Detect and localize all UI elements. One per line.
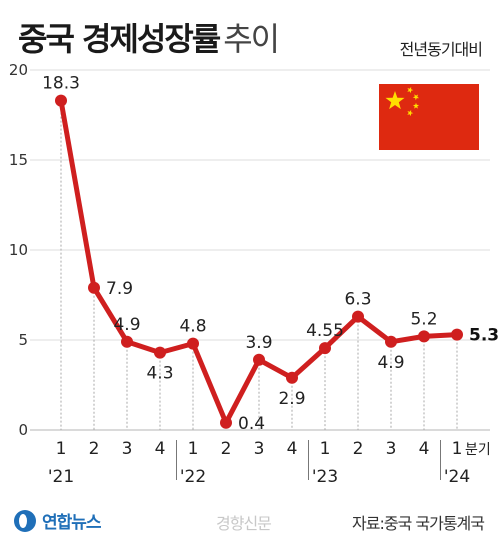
data-point	[385, 335, 397, 348]
data-label: 2.9	[278, 389, 305, 409]
data-label: 4.3	[146, 364, 173, 384]
x-tick-label: 3	[386, 439, 397, 459]
x-tick-label: 3	[122, 439, 133, 459]
y-tick-label: 15	[9, 151, 28, 169]
chart-title-sub: 추이	[223, 20, 280, 58]
data-label: 4.9	[377, 353, 404, 373]
x-tick-label: 2	[221, 439, 232, 459]
x-tick-label: 1	[320, 439, 331, 459]
data-point	[352, 310, 364, 323]
x-tick-label: 3	[254, 439, 265, 459]
year-label: '24	[444, 467, 470, 487]
y-tick-label: 10	[9, 241, 28, 259]
data-label: 5.3%	[469, 326, 500, 346]
chart-title-main: 중국 경제성장률	[18, 20, 221, 58]
footer: 연합뉴스 경향신문 자료:중국 국가통계국	[0, 500, 500, 546]
data-point	[187, 337, 199, 350]
watermark: 경향신문	[216, 514, 272, 533]
unit-label: 전년동기대비	[399, 40, 483, 59]
data-point	[418, 330, 430, 343]
chart-title: 중국 경제성장률 추이	[18, 14, 280, 60]
data-labels: 18.3 7.9 4.9 4.3 4.8 0.4 3.9 2.9 4.556.3 4.9 5.2 5.…	[42, 74, 500, 434]
data-point	[154, 346, 166, 359]
y-tick-label: 0	[18, 421, 28, 439]
publisher-logo: 연합뉴스	[14, 508, 102, 533]
data-point	[451, 328, 463, 341]
year-label: '22	[180, 467, 206, 487]
x-tick-label: 2	[353, 439, 364, 459]
yonhap-logo-icon	[14, 509, 36, 532]
data-point	[253, 353, 265, 366]
data-point	[286, 371, 298, 384]
data-point	[319, 342, 331, 355]
flag-small-star	[407, 86, 414, 94]
x-tick-label: 1	[188, 439, 199, 459]
series-line	[55, 94, 463, 429]
x-tick-label: 4	[287, 439, 298, 459]
source-label: 자료:중국 국가통계국	[352, 514, 485, 533]
data-label: 5.2	[410, 309, 437, 329]
data-label: 3.9	[245, 333, 272, 353]
x-tick-label: 4	[155, 439, 166, 459]
year-label: '21	[48, 467, 74, 487]
x-tick-label: 1	[452, 439, 463, 459]
x-tick-label: 2	[89, 439, 100, 459]
flag-small-star	[407, 109, 414, 117]
china-flag-icon	[379, 84, 479, 150]
data-point	[55, 94, 67, 107]
flag-big-star	[385, 91, 405, 110]
flag-small-star	[412, 94, 420, 101]
data-point	[220, 416, 232, 429]
x-axis-suffix: 분기	[465, 442, 491, 458]
publisher-name: 연합뉴스	[42, 513, 102, 533]
data-label: 6.3	[344, 290, 371, 310]
data-label: 4.55	[306, 321, 344, 341]
data-label: 7.9	[106, 279, 133, 299]
flag-small-star	[412, 102, 420, 109]
data-label: 18.3	[42, 74, 80, 94]
data-point	[88, 281, 100, 294]
data-point	[121, 335, 133, 348]
data-label: 0.4	[238, 414, 265, 434]
x-tick-label: 4	[419, 439, 430, 459]
year-label: '23	[312, 467, 338, 487]
y-tick-label: 20	[9, 61, 28, 79]
y-tick-label: 5	[18, 331, 28, 349]
data-label: 4.8	[179, 317, 206, 337]
data-label: 4.9	[113, 315, 140, 335]
x-tick-label: 1	[56, 439, 67, 459]
